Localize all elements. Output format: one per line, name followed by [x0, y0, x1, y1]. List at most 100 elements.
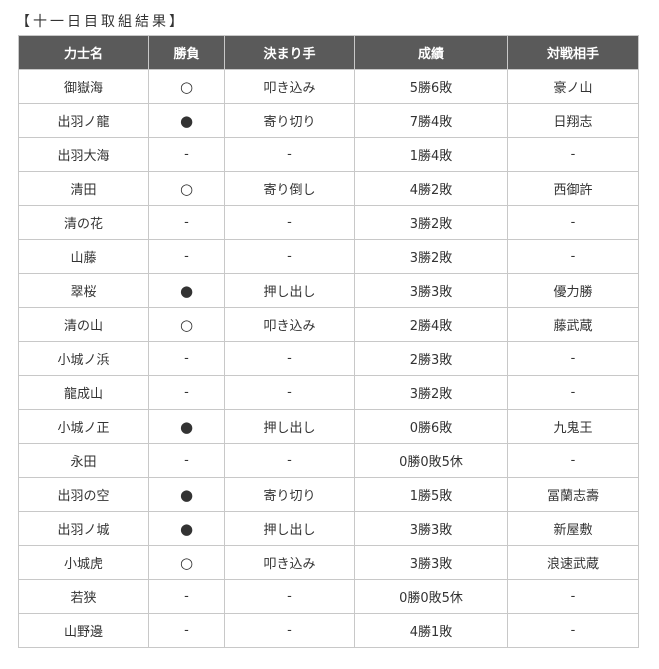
wrestler-name-cell: 出羽大海 [18, 137, 149, 172]
record-cell: 7勝4敗 [354, 103, 508, 138]
opponent-cell: 豪ノ山 [507, 69, 639, 104]
table-row: 山野邊 - -4勝1敗 - [18, 613, 639, 648]
column-header-record: 成績 [354, 35, 508, 70]
result-cell: - [148, 205, 225, 240]
wrestler-name-cell: 清の山 [18, 307, 149, 342]
kimarite-cell: - [224, 375, 355, 410]
page-title: 【十一日目取組結果】 [16, 14, 186, 30]
opponent-cell: 冨蘭志壽 [507, 477, 639, 512]
record-cell: 3勝2敗 [354, 375, 508, 410]
opponent-cell: - [507, 613, 639, 648]
column-header-opponent: 対戦相手 [507, 35, 639, 70]
record-cell: 5勝6敗 [354, 69, 508, 104]
table-row: 山藤 - -3勝2敗 - [18, 239, 639, 274]
table-row: 小城虎 ○ 叩き込み 3勝3敗 浪速武蔵 [18, 545, 639, 580]
wrestler-name-cell: 小城ノ浜 [18, 341, 149, 376]
opponent-cell: 九鬼王 [507, 409, 639, 444]
kimarite-cell: 押し出し [224, 273, 355, 308]
record-cell: 1勝4敗 [354, 137, 508, 172]
table-row: 若狭 - -0勝0敗5休 - [18, 579, 639, 614]
result-cell: ○ [148, 545, 225, 580]
wrestler-name-cell: 翠桜 [18, 273, 149, 308]
record-cell: 3勝3敗 [354, 511, 508, 546]
table-header-row: 力士名 勝負 決まり手 成績 対戦相手 [18, 35, 639, 70]
opponent-cell: - [507, 137, 639, 172]
table-row: 龍成山 - -3勝2敗 - [18, 375, 639, 410]
record-cell: 0勝0敗5休 [354, 579, 508, 614]
table-row: 小城ノ正 ● 押し出し 0勝6敗 九鬼王 [18, 409, 639, 444]
table-row: 清の花 - -3勝2敗 - [18, 205, 639, 240]
kimarite-cell: 寄り切り [224, 477, 355, 512]
result-cell: ○ [148, 307, 225, 342]
result-cell: - [148, 341, 225, 376]
kimarite-cell: 押し出し [224, 511, 355, 546]
result-cell: - [148, 443, 225, 478]
record-cell: 2勝4敗 [354, 307, 508, 342]
result-cell: ● [148, 103, 225, 138]
table-row: 翠桜 ● 押し出し 3勝3敗 優力勝 [18, 273, 639, 308]
table-row: 出羽の空 ● 寄り切り 1勝5敗 冨蘭志壽 [18, 477, 639, 512]
wrestler-name-cell: 出羽ノ龍 [18, 103, 149, 138]
table-row: 清の山 ○ 叩き込み 2勝4敗 藤武蔵 [18, 307, 639, 342]
kimarite-cell: 叩き込み [224, 307, 355, 342]
table-row: 出羽ノ龍 ● 寄り切り 7勝4敗 日翔志 [18, 103, 639, 138]
kimarite-cell: 叩き込み [224, 545, 355, 580]
column-header-result: 勝負 [148, 35, 225, 70]
wrestler-name-cell: 出羽の空 [18, 477, 149, 512]
kimarite-cell: - [224, 341, 355, 376]
kimarite-cell: 寄り倒し [224, 171, 355, 206]
wrestler-name-cell: 御嶽海 [18, 69, 149, 104]
wrestler-name-cell: 小城ノ正 [18, 409, 149, 444]
opponent-cell: 日翔志 [507, 103, 639, 138]
wrestler-name-cell: 永田 [18, 443, 149, 478]
result-cell: ○ [148, 171, 225, 206]
wrestler-name-cell: 出羽ノ城 [18, 511, 149, 546]
opponent-cell: 藤武蔵 [507, 307, 639, 342]
wrestler-name-cell: 山野邊 [18, 613, 149, 648]
kimarite-cell: 叩き込み [224, 69, 355, 104]
table-row: 永田 - -0勝0敗5休 - [18, 443, 639, 478]
opponent-cell: 西御許 [507, 171, 639, 206]
opponent-cell: - [507, 443, 639, 478]
kimarite-cell: - [224, 443, 355, 478]
kimarite-cell: - [224, 613, 355, 648]
table-row: 出羽ノ城 ● 押し出し 3勝3敗 新屋敷 [18, 511, 639, 546]
record-cell: 3勝3敗 [354, 273, 508, 308]
table-row: 御嶽海 ○ 叩き込み 5勝6敗 豪ノ山 [18, 69, 639, 104]
result-cell: - [148, 239, 225, 274]
result-cell: - [148, 579, 225, 614]
wrestler-name-cell: 龍成山 [18, 375, 149, 410]
table-row: 小城ノ浜 - -2勝3敗 - [18, 341, 639, 376]
kimarite-cell: - [224, 579, 355, 614]
wrestler-name-cell: 若狭 [18, 579, 149, 614]
kimarite-cell: - [224, 205, 355, 240]
wrestler-name-cell: 小城虎 [18, 545, 149, 580]
results-table: 力士名 勝負 決まり手 成績 対戦相手 御嶽海 ○ 叩き込み 5勝6敗 豪ノ山 出羽ノ龍 ● 寄り切り… [18, 35, 639, 648]
record-cell: 3勝3敗 [354, 545, 508, 580]
record-cell: 0勝0敗5休 [354, 443, 508, 478]
column-header-kimarite: 決まり手 [224, 35, 355, 70]
wrestler-name-cell: 清田 [18, 171, 149, 206]
wrestler-name-cell: 山藤 [18, 239, 149, 274]
table-row: 清田 ○ 寄り倒し 4勝2敗 西御許 [18, 171, 639, 206]
column-header-wrestler-name: 力士名 [18, 35, 149, 70]
record-cell: 0勝6敗 [354, 409, 508, 444]
opponent-cell: - [507, 341, 639, 376]
table-row: 出羽大海 - -1勝4敗 - [18, 137, 639, 172]
result-cell: ● [148, 409, 225, 444]
result-cell: ○ [148, 69, 225, 104]
result-cell: - [148, 375, 225, 410]
opponent-cell: - [507, 239, 639, 274]
opponent-cell: - [507, 375, 639, 410]
record-cell: 3勝2敗 [354, 239, 508, 274]
opponent-cell: 新屋敷 [507, 511, 639, 546]
record-cell: 4勝2敗 [354, 171, 508, 206]
result-cell: ● [148, 477, 225, 512]
kimarite-cell: - [224, 239, 355, 274]
wrestler-name-cell: 清の花 [18, 205, 149, 240]
result-cell: - [148, 137, 225, 172]
kimarite-cell: - [224, 137, 355, 172]
opponent-cell: 浪速武蔵 [507, 545, 639, 580]
opponent-cell: 優力勝 [507, 273, 639, 308]
opponent-cell: - [507, 579, 639, 614]
